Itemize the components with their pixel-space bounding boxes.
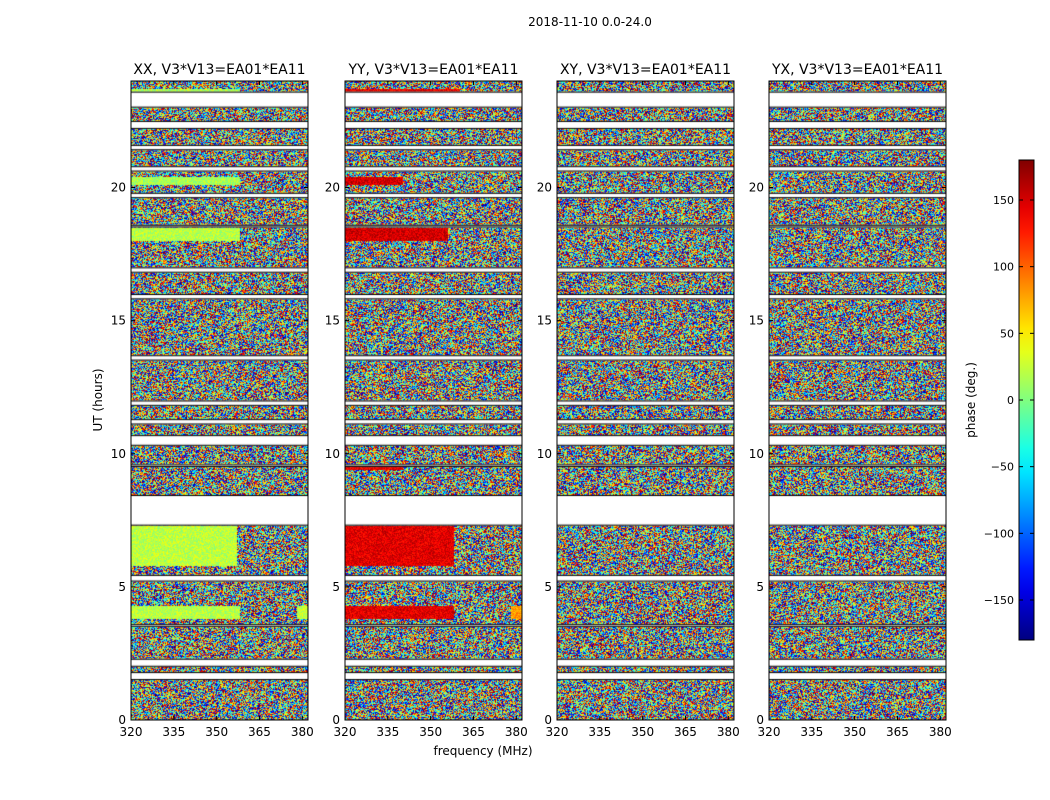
panel-yy: YY, V3*V13=EA01*EA11 320 335 350 365 380 0 5 10 1… (325, 62, 528, 739)
colorbar-tick-label: 0 (1007, 394, 1014, 407)
colorbar-label: phase (deg.) (964, 362, 978, 438)
panel-frame (130, 80, 309, 721)
panel-title-yy: YY, V3*V13=EA01*EA11 (347, 62, 518, 78)
y-axis-label: UT (hours) (91, 368, 105, 431)
y-tick-label: 0 (544, 713, 552, 727)
panel-yx: YX, V3*V13=EA01*EA11 320 335 350 365 380 0 5 10 1… (749, 62, 952, 739)
x-tick-label: 365 (886, 725, 909, 739)
y-tick-label: 15 (111, 314, 126, 328)
x-tick-label: 320 (120, 725, 143, 739)
panel-title-xx: XX, V3*V13=EA01*EA11 (133, 62, 305, 78)
panel-frame (556, 80, 735, 721)
y-tick-label: 15 (749, 314, 764, 328)
y-tick-label: 10 (749, 447, 764, 461)
y-tick-label: 5 (332, 580, 340, 594)
y-tick-label: 20 (325, 181, 340, 195)
y-tick-label: 5 (118, 580, 126, 594)
y-tick-label: 10 (111, 447, 126, 461)
x-tick-label: 335 (588, 725, 611, 739)
phase-waterfall-yx (769, 81, 946, 720)
x-tick-label: 350 (843, 725, 866, 739)
colorbar-tick-label: 50 (1000, 327, 1014, 340)
x-tick-label: 380 (929, 725, 952, 739)
y-tick-label: 20 (537, 181, 552, 195)
x-tick-label: 380 (717, 725, 740, 739)
x-tick-label: 320 (546, 725, 569, 739)
panel-frame (768, 80, 947, 721)
x-tick-label: 365 (674, 725, 697, 739)
y-tick-label: 0 (756, 713, 764, 727)
colorbar-tick-label: −150 (984, 594, 1014, 607)
x-tick-label: 320 (334, 725, 357, 739)
y-tick-label: 15 (537, 314, 552, 328)
x-tick-label: 335 (376, 725, 399, 739)
panel-xy: XY, V3*V13=EA01*EA11 320 335 350 365 380 0 5 10 1… (537, 62, 740, 739)
x-tick-label: 335 (162, 725, 185, 739)
x-tick-label: 380 (505, 725, 528, 739)
x-tick-label: 350 (419, 725, 442, 739)
figure-title: 2018-11-10 0.0-24.0 (528, 15, 652, 29)
colorbar-tick-label: −100 (984, 527, 1014, 540)
panel-xx: XX, V3*V13=EA01*EA11 320 335 350 365 380 0 5 10 1… (111, 62, 314, 739)
x-tick-label: 320 (758, 725, 781, 739)
colorbar-tick-label: 100 (993, 261, 1014, 274)
y-tick-label: 10 (537, 447, 552, 461)
y-tick-label: 15 (325, 314, 340, 328)
panel-title-yx: YX, V3*V13=EA01*EA11 (771, 62, 943, 78)
phase-waterfall-xx (131, 81, 308, 720)
y-tick-label: 10 (325, 447, 340, 461)
phase-waterfall-xy (557, 81, 734, 720)
y-tick-label: 0 (118, 713, 126, 727)
phase-waterfall-yy (345, 81, 522, 720)
panel-frame (344, 80, 523, 721)
x-tick-label: 350 (205, 725, 228, 739)
x-tick-label: 335 (800, 725, 823, 739)
x-axis-label: frequency (MHz) (433, 744, 532, 758)
y-tick-label: 5 (756, 580, 764, 594)
y-tick-label: 0 (332, 713, 340, 727)
x-tick-label: 350 (631, 725, 654, 739)
colorbar-tick-label: −50 (991, 461, 1014, 474)
x-tick-label: 365 (248, 725, 271, 739)
x-tick-label: 380 (291, 725, 314, 739)
y-tick-label: 20 (111, 181, 126, 195)
y-tick-label: 20 (749, 181, 764, 195)
x-tick-label: 365 (462, 725, 485, 739)
colorbar-tick-label: 150 (993, 194, 1014, 207)
y-tick-label: 5 (544, 580, 552, 594)
panel-title-xy: XY, V3*V13=EA01*EA11 (560, 62, 731, 78)
